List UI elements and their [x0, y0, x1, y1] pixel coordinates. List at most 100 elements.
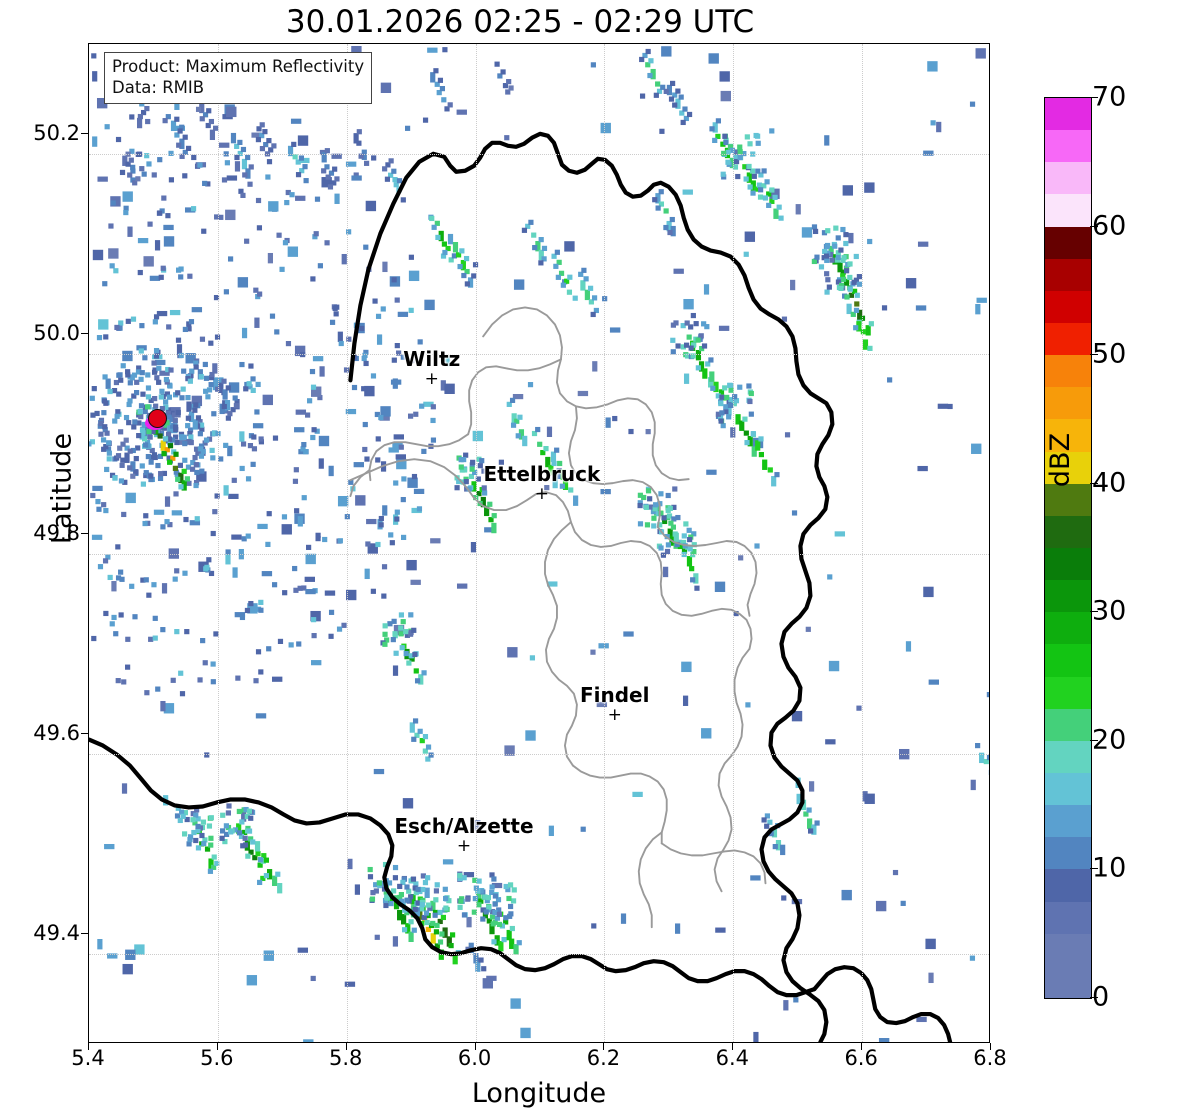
radar-echo-pixel — [620, 913, 627, 924]
colorbar-band — [1045, 419, 1091, 452]
radar-echo-pixel — [202, 112, 209, 118]
colorbar-band — [1045, 483, 1091, 516]
radar-echo-pixel — [182, 810, 188, 816]
radar-echo-pixel — [712, 122, 718, 133]
x-tick-mark — [732, 1043, 734, 1050]
radar-echo-pixel — [805, 626, 811, 632]
radar-echo-pixel — [168, 367, 174, 373]
radar-echo-pixel — [811, 224, 818, 230]
radar-echo-pixel — [256, 225, 263, 231]
radar-echo-pixel — [433, 68, 439, 74]
radar-echo-pixel — [120, 441, 126, 447]
radar-echo-pixel — [354, 884, 360, 895]
radar-echo-pixel — [361, 355, 367, 362]
radar-echo-pixel — [250, 387, 256, 394]
x-tick-mark — [216, 1043, 218, 1050]
radar-echo-pixel — [252, 423, 264, 429]
radar-echo-pixel — [334, 193, 340, 204]
radar-echo-pixel — [372, 298, 378, 304]
radar-echo-pixel — [118, 478, 125, 484]
radar-echo-pixel — [291, 141, 297, 147]
radar-echo-pixel — [475, 892, 482, 903]
radar-echo-pixel — [188, 411, 195, 423]
radar-echo-pixel — [434, 81, 440, 87]
colorbar-band — [1045, 644, 1091, 677]
x-tick-label: 6.8 — [973, 1046, 1007, 1070]
radar-echo-pixel — [199, 426, 205, 432]
radar-echo-pixel — [520, 1027, 531, 1039]
radar-echo-pixel — [103, 610, 109, 617]
colorbar-band — [1045, 194, 1091, 227]
radar-echo-pixel — [460, 259, 466, 271]
radar-echo-pixel — [104, 843, 115, 850]
radar-echo-pixel — [271, 875, 278, 887]
radar-echo-pixel — [658, 545, 664, 551]
radar-echo-pixel — [382, 261, 388, 273]
radar-echo-pixel — [674, 923, 681, 934]
radar-echo-pixel — [725, 159, 731, 165]
radar-echo-pixel — [148, 636, 154, 642]
radar-echo-pixel — [139, 463, 145, 469]
radar-echo-pixel — [208, 340, 214, 346]
colorbar-band — [1045, 130, 1091, 163]
radar-echo-pixel — [413, 411, 419, 417]
radar-echo-pixel — [200, 819, 207, 825]
radar-echo-pixel — [185, 394, 191, 401]
radar-echo-pixel — [551, 460, 557, 467]
city-marker-wiltz: Wiltz + — [403, 347, 460, 388]
radar-echo-pixel — [126, 420, 132, 426]
radar-echo-pixel — [393, 650, 399, 656]
radar-echo-pixel — [184, 816, 190, 823]
radar-echo-pixel — [641, 494, 647, 501]
radar-echo-pixel — [298, 155, 305, 161]
radar-echo-pixel — [122, 350, 133, 362]
radar-echo-pixel — [690, 342, 697, 348]
radar-echo-pixel — [182, 173, 188, 179]
radar-echo-pixel — [268, 147, 274, 153]
radar-echo-pixel — [718, 400, 724, 407]
radar-echo-pixel — [400, 354, 406, 360]
radar-echo-pixel — [136, 345, 147, 351]
radar-echo-pixel — [796, 793, 802, 805]
radar-echo-pixel — [535, 241, 541, 252]
radar-echo-pixel — [142, 442, 149, 448]
radar-echo-pixel — [417, 339, 423, 345]
radar-echo-pixel — [219, 835, 225, 841]
radar-echo-pixel — [165, 114, 171, 120]
radar-echo-pixel — [318, 435, 330, 447]
radar-echo-pixel — [432, 912, 438, 918]
radar-echo-pixel — [218, 382, 224, 394]
radar-echo-pixel — [139, 166, 145, 172]
radar-echo-pixel — [699, 345, 705, 352]
radar-echo-pixel — [179, 434, 185, 440]
radar-echo-pixel — [119, 462, 125, 468]
map-plot-area[interactable]: Product: Maximum Reflectivity Data: RMIB… — [88, 43, 990, 1043]
radar-echo-pixel — [265, 174, 271, 180]
radar-echo-pixel — [681, 661, 692, 673]
radar-echo-pixel — [387, 621, 393, 627]
radar-echo-pixel — [504, 135, 510, 141]
radar-echo-pixel — [202, 660, 208, 666]
radar-echo-pixel — [174, 99, 180, 110]
radar-echo-pixel — [228, 493, 239, 499]
radar-echo-pixel — [556, 467, 562, 479]
radar-echo-pixel — [437, 909, 443, 916]
radar-echo-pixel — [767, 819, 773, 825]
radar-echo-pixel — [187, 427, 194, 433]
radar-echo-pixel — [750, 431, 756, 437]
radar-echo-pixel — [127, 226, 133, 237]
radar-echo-pixel — [825, 739, 836, 745]
radar-echo-pixel — [200, 448, 206, 454]
radar-echo-pixel — [605, 417, 611, 428]
radar-echo-pixel — [172, 465, 179, 471]
radar-echo-pixel — [772, 194, 778, 200]
radar-echo-pixel — [727, 144, 734, 150]
radar-echo-pixel — [192, 454, 198, 461]
radar-echo-pixel — [247, 603, 258, 614]
radar-echo-pixel — [111, 581, 117, 592]
radar-echo-pixel — [497, 73, 503, 79]
radar-echo-pixel — [652, 197, 658, 203]
radar-echo-pixel — [482, 894, 488, 900]
radar-echo-pixel — [188, 434, 194, 440]
radar-echo-pixel — [145, 520, 151, 526]
